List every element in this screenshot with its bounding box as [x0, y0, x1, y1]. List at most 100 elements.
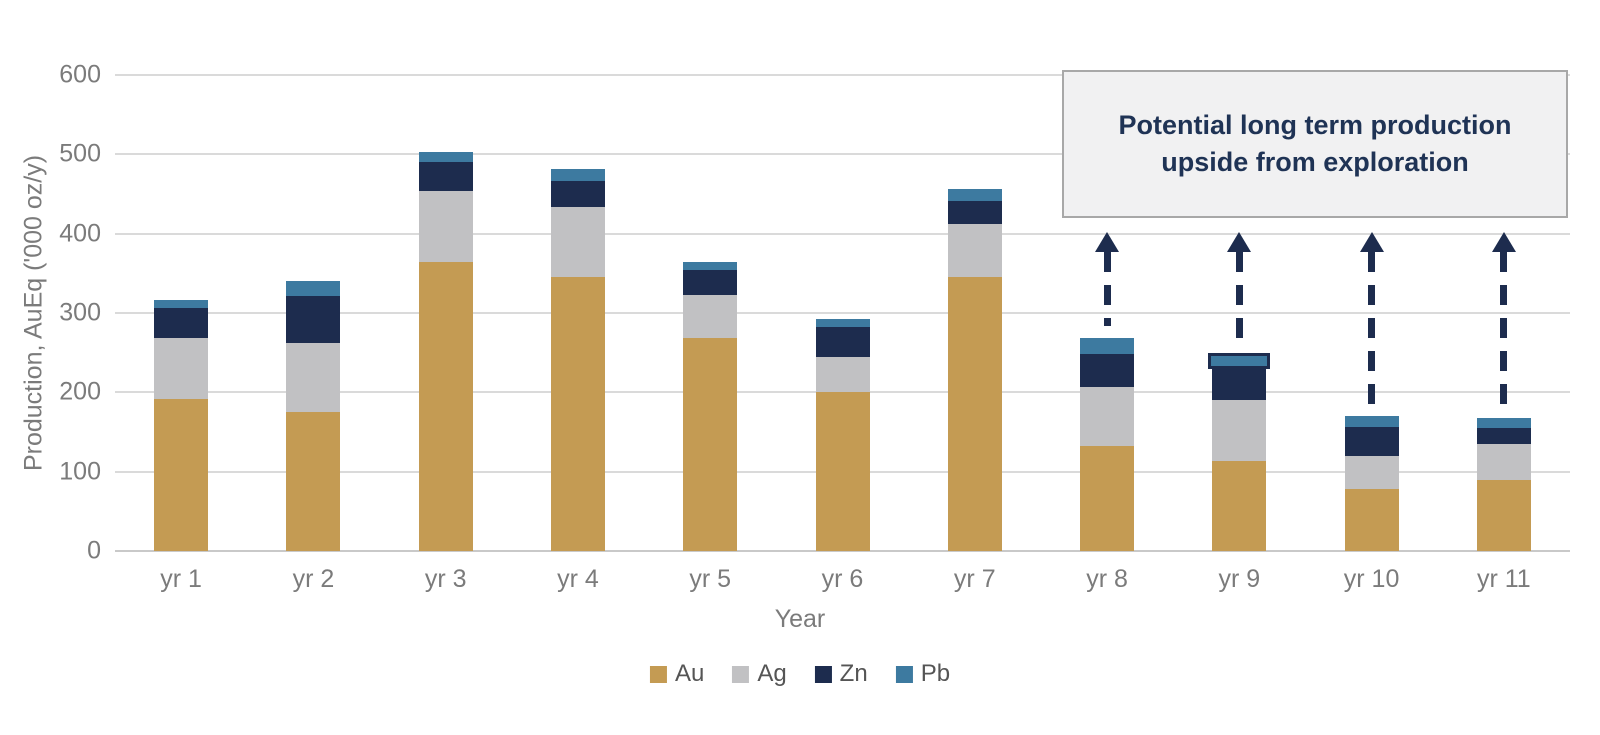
legend-item-au: Au	[649, 660, 705, 688]
y-tick-label: 200	[59, 377, 101, 406]
bar-segment-ag	[947, 224, 1002, 278]
bar-segment-pb	[154, 299, 209, 309]
legend: Au Ag Zn Pb	[649, 660, 951, 688]
bar-segment-au	[947, 277, 1002, 551]
y-tick-label: 0	[87, 536, 101, 565]
bar-segment-zn	[550, 180, 605, 207]
gridline-0	[115, 550, 1570, 552]
legend-label-ag: Ag	[757, 660, 787, 687]
legend-swatch-au	[649, 665, 667, 683]
bar-yr-10	[1344, 416, 1399, 551]
bar-segment-zn	[154, 308, 209, 338]
y-tick-label: 100	[59, 457, 101, 486]
x-tick-label: yr 9	[1218, 565, 1261, 593]
upside-arrow-head	[1095, 232, 1120, 252]
y-axis-title: Production, AuEq ('000 oz/y)	[19, 154, 48, 472]
bar-segment-pb	[1080, 337, 1135, 355]
upside-arrow-head	[1227, 232, 1252, 252]
upside-arrow-line	[1500, 252, 1508, 406]
y-tick-label: 300	[59, 298, 101, 327]
upside-arrow-head	[1359, 232, 1384, 252]
bar-yr-11	[1476, 417, 1531, 551]
bar-segment-ag	[683, 294, 738, 339]
bar-segment-au	[550, 276, 605, 551]
upside-arrow-head	[1491, 232, 1516, 252]
bar-segment-au	[1476, 480, 1531, 551]
legend-item-pb: Pb	[895, 660, 951, 688]
gridline-300	[115, 312, 1570, 314]
bar-segment-zn	[815, 327, 870, 357]
bar-segment-au	[1212, 461, 1267, 551]
annotation-text-line1: Potential long term production	[1118, 110, 1512, 140]
bar-segment-ag	[1344, 455, 1399, 490]
legend-label-zn: Zn	[839, 660, 868, 687]
x-axis-title: Year	[774, 605, 826, 633]
bar-yr-9	[1208, 353, 1271, 551]
annotation-text-line2: upside from exploration	[1161, 147, 1469, 177]
bar-segment-ag	[1476, 443, 1531, 481]
bar-segment-ag	[418, 190, 473, 263]
upside-arrow-line	[1368, 252, 1376, 405]
x-tick-label: yr 4	[557, 565, 599, 593]
bar-segment-pb	[550, 169, 605, 181]
legend-item-zn: Zn	[814, 660, 868, 688]
gridline-400	[115, 232, 1570, 235]
x-tick-label: yr 2	[292, 565, 335, 593]
bar-segment-pb	[286, 281, 341, 297]
bar-segment-pb	[418, 151, 473, 163]
bar-yr-4	[550, 169, 605, 551]
bar-segment-ag	[154, 337, 209, 399]
bar-segment-au	[154, 398, 209, 551]
y-tick-label: 600	[59, 60, 101, 89]
bar-segment-au	[1080, 445, 1135, 551]
x-tick-label: yr 6	[821, 565, 864, 593]
legend-label-au: Au	[674, 660, 705, 687]
upside-arrow-line	[1103, 252, 1111, 326]
bar-segment-au	[683, 338, 738, 551]
x-tick-label: yr 1	[160, 565, 202, 593]
bar-yr-1	[154, 299, 209, 551]
gridline-600	[115, 74, 1570, 76]
x-tick-label: yr 3	[424, 565, 467, 593]
bar-yr-6	[815, 318, 870, 551]
bar-segment-pb	[1476, 417, 1531, 429]
y-tick-label: 400	[59, 219, 101, 248]
bar-segment-pb	[947, 189, 1002, 202]
bar-segment-zn	[418, 162, 473, 191]
bar-segment-pb	[1344, 416, 1399, 428]
bar-segment-pb	[815, 318, 870, 328]
bar-segment-zn	[286, 296, 341, 344]
bar-yr-2	[286, 281, 341, 551]
upside-arrow-line	[1235, 252, 1243, 342]
plot-area: 0 100 200 300 400 500 600 yr 1 yr 2 yr 3 yr 4 yr 5 y…	[59, 61, 1570, 593]
bar-segment-zn	[1476, 428, 1531, 444]
bar-segment-zn	[683, 270, 738, 295]
bar-yr-3	[418, 151, 473, 551]
bar-segment-au	[286, 412, 341, 551]
legend-label-pb: Pb	[920, 660, 951, 687]
bar-yr-8	[1080, 337, 1135, 551]
x-tick-label: yr 8	[1086, 565, 1128, 593]
bar-segment-ag	[286, 343, 341, 413]
bar-segment-zn	[1212, 369, 1267, 401]
legend-swatch-ag	[732, 665, 750, 683]
x-tick-label: yr 7	[953, 565, 996, 593]
bar-segment-au	[1344, 489, 1399, 551]
x-tick-label: yr 5	[689, 565, 732, 593]
bar-yr-5	[683, 262, 738, 551]
legend-item-ag: Ag	[732, 660, 787, 688]
bar-segment-zn	[1080, 354, 1135, 387]
bar-segment-au	[815, 392, 870, 551]
y-tick-label: 500	[59, 139, 101, 168]
bar-segment-au	[418, 262, 473, 551]
bar-segment-ag	[1212, 400, 1267, 462]
bar-yr-7	[947, 189, 1002, 551]
bar-segment-ag	[815, 356, 870, 393]
legend-swatch-zn	[814, 665, 832, 683]
gridline-500	[115, 153, 1570, 156]
bar-segment-ag	[1080, 386, 1135, 446]
x-tick-label: yr 11	[1476, 565, 1531, 593]
legend-swatch-pb	[895, 665, 913, 683]
bar-segment-ag	[550, 206, 605, 277]
